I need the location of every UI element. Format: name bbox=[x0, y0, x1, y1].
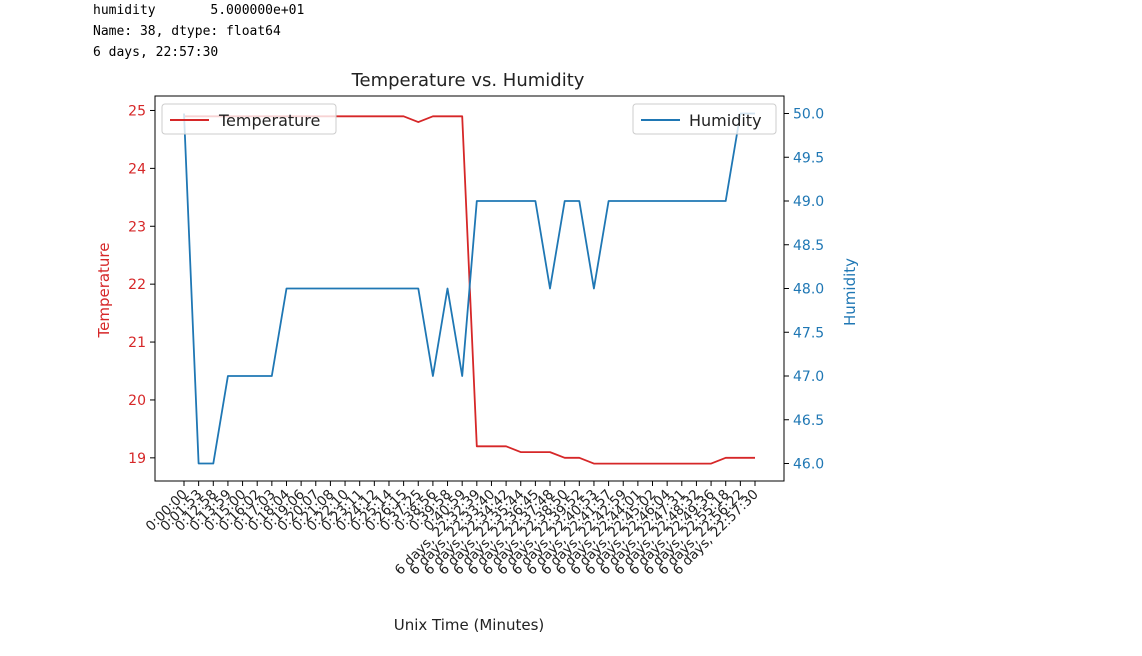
chart-title: Temperature vs. Humidity bbox=[351, 70, 585, 91]
y-left-tick-label: 22 bbox=[128, 277, 146, 293]
y-right-tick-label: 48.0 bbox=[793, 282, 824, 298]
console-output: humidity 5.000000e+01 Name: 38, dtype: f… bbox=[93, 0, 304, 63]
y-right-tick-label: 47.5 bbox=[793, 325, 824, 341]
y-right-tick-label: 49.0 bbox=[793, 194, 824, 210]
legend-temperature-label: Temperature bbox=[218, 111, 320, 130]
y-axis-label-left: Temperature bbox=[95, 242, 113, 338]
console-line: humidity 5.000000e+01 bbox=[93, 3, 305, 18]
legend-humidity-label: Humidity bbox=[689, 111, 762, 130]
x-axis-label: Unix Time (Minutes) bbox=[394, 616, 545, 634]
legend-temperature-box bbox=[161, 103, 337, 135]
y-right-tick-label: 48.5 bbox=[793, 238, 824, 254]
y-right-tick-label: 46.0 bbox=[793, 457, 824, 473]
y-left-tick-label: 20 bbox=[128, 393, 146, 409]
y-left-tick-label: 24 bbox=[128, 161, 146, 177]
legend-humidity-box bbox=[632, 103, 777, 135]
y-right-tick-label: 49.5 bbox=[793, 150, 824, 166]
y-right-tick-label: 47.0 bbox=[793, 369, 824, 385]
humidity-line bbox=[183, 112, 755, 465]
y-right-tick-label: 46.5 bbox=[793, 413, 824, 429]
y-left-tick-label: 23 bbox=[128, 219, 146, 235]
y-right-tick-label: 50.0 bbox=[793, 107, 824, 123]
y-left-tick-label: 25 bbox=[128, 103, 146, 119]
console-line: Name: 38, dtype: float64 bbox=[93, 24, 281, 39]
y-left-tick-label: 21 bbox=[128, 335, 146, 351]
y-left-tick-label: 19 bbox=[128, 451, 146, 467]
y-axis-label-right: Humidity bbox=[841, 258, 859, 326]
console-line: 6 days, 22:57:30 bbox=[93, 45, 219, 60]
